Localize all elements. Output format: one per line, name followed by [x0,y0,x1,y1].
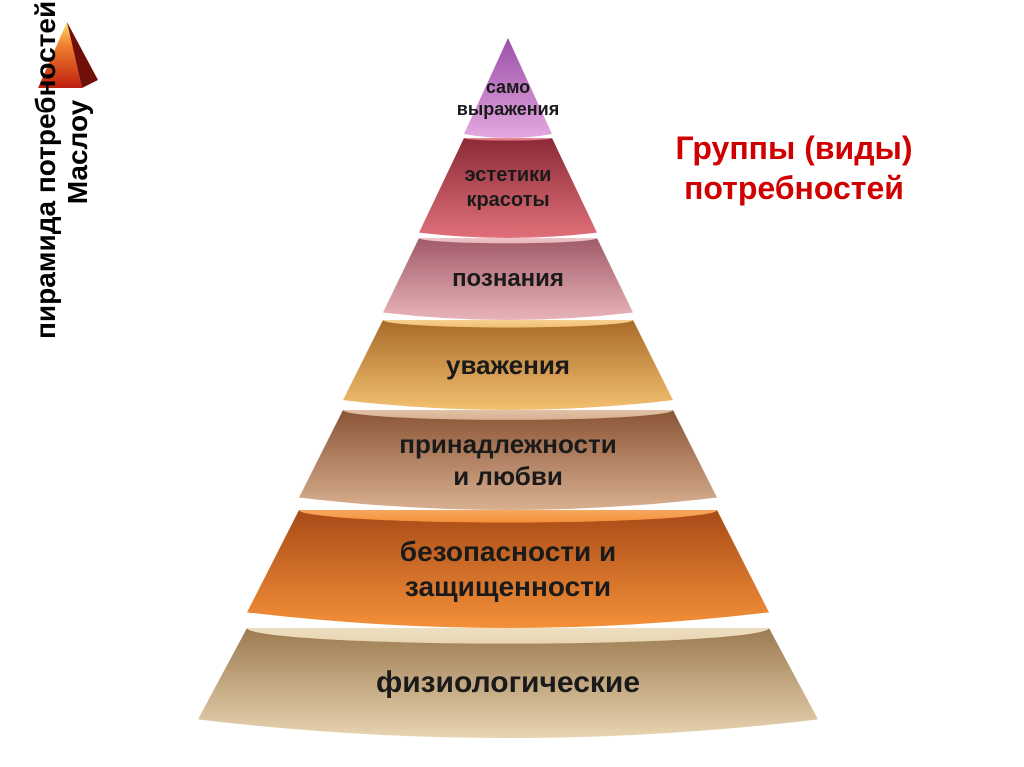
pyramid-tier-label-6: физиологические [198,664,818,702]
pyramid-tier-0: самовыражения [198,38,818,138]
pyramid-tier-3: уважения [198,320,818,410]
pyramid-tier-4: принадлежностии любви [198,410,818,510]
vertical-title: пирамида потребностей А. Маслоу [30,0,94,432]
pyramid-tier-label-2: познания [198,264,818,294]
vertical-title-line2: Маслоу [62,0,94,432]
pyramid-tier-label-5: безопасности изащищенности [198,534,818,604]
pyramid-tier-label-1: эстетикикрасоты [198,163,818,213]
pyramid-tier-2: познания [198,238,818,320]
pyramid-tier-label-3: уважения [198,349,818,382]
pyramid-tier-6: физиологические [198,628,818,738]
pyramid-tier-5: безопасности изащищенности [198,510,818,628]
pyramid-tier-1: эстетикикрасоты [198,138,818,238]
pyramid-tier-label-0: самовыражения [198,76,818,121]
pyramid-tier-label-4: принадлежностии любви [198,428,818,493]
vertical-title-line1: пирамида потребностей А. [30,0,62,432]
maslow-pyramid: самовыражения эстетикикрасоты [198,38,818,738]
